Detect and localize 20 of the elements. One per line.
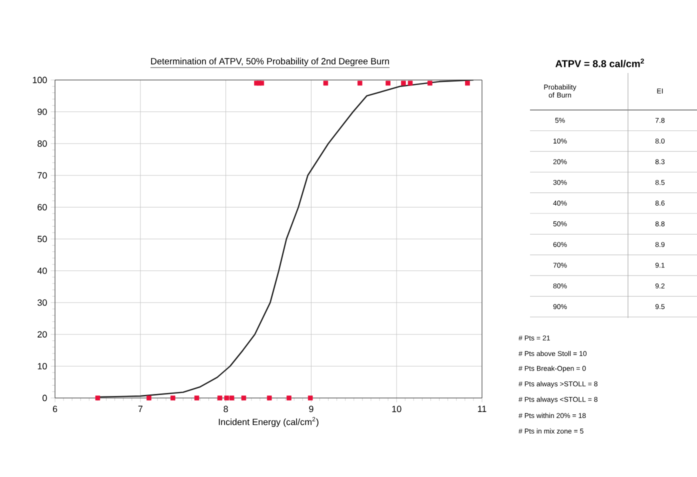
x-axis-title: Incident Energy (cal/cm$^{2}$) (218, 417, 318, 427)
chart-title: Determination of ATPV, 50% Probability of 2nd Degree Burn (151, 58, 389, 66)
y-tick-label: 0 (42, 394, 47, 402)
x-tick-label: 9 (309, 406, 314, 412)
text: ATPV = 8.8 cal/cm$^{2}$ (555, 58, 644, 68)
y-tick-label: 90 (38, 108, 47, 115)
y-tick-label: 70 (38, 172, 47, 179)
x-tick-label: 7 (138, 406, 142, 412)
x-tick-label: 11 (478, 406, 486, 412)
y-tick-label: 20 (38, 331, 47, 338)
x-tick-label: 8 (224, 406, 228, 412)
x-tick-label: 10 (392, 406, 402, 412)
x-tick-label: 6 (52, 406, 58, 412)
y-tick-label: 100 (32, 76, 47, 84)
y-tick-label: 40 (37, 268, 47, 274)
y-tick-label: 30 (38, 299, 47, 306)
y-tick-label: 50 (38, 236, 47, 242)
y-tick-label: 60 (38, 204, 47, 210)
y-tick-label: 10 (38, 362, 47, 370)
y-tick-label: 80 (38, 140, 47, 147)
